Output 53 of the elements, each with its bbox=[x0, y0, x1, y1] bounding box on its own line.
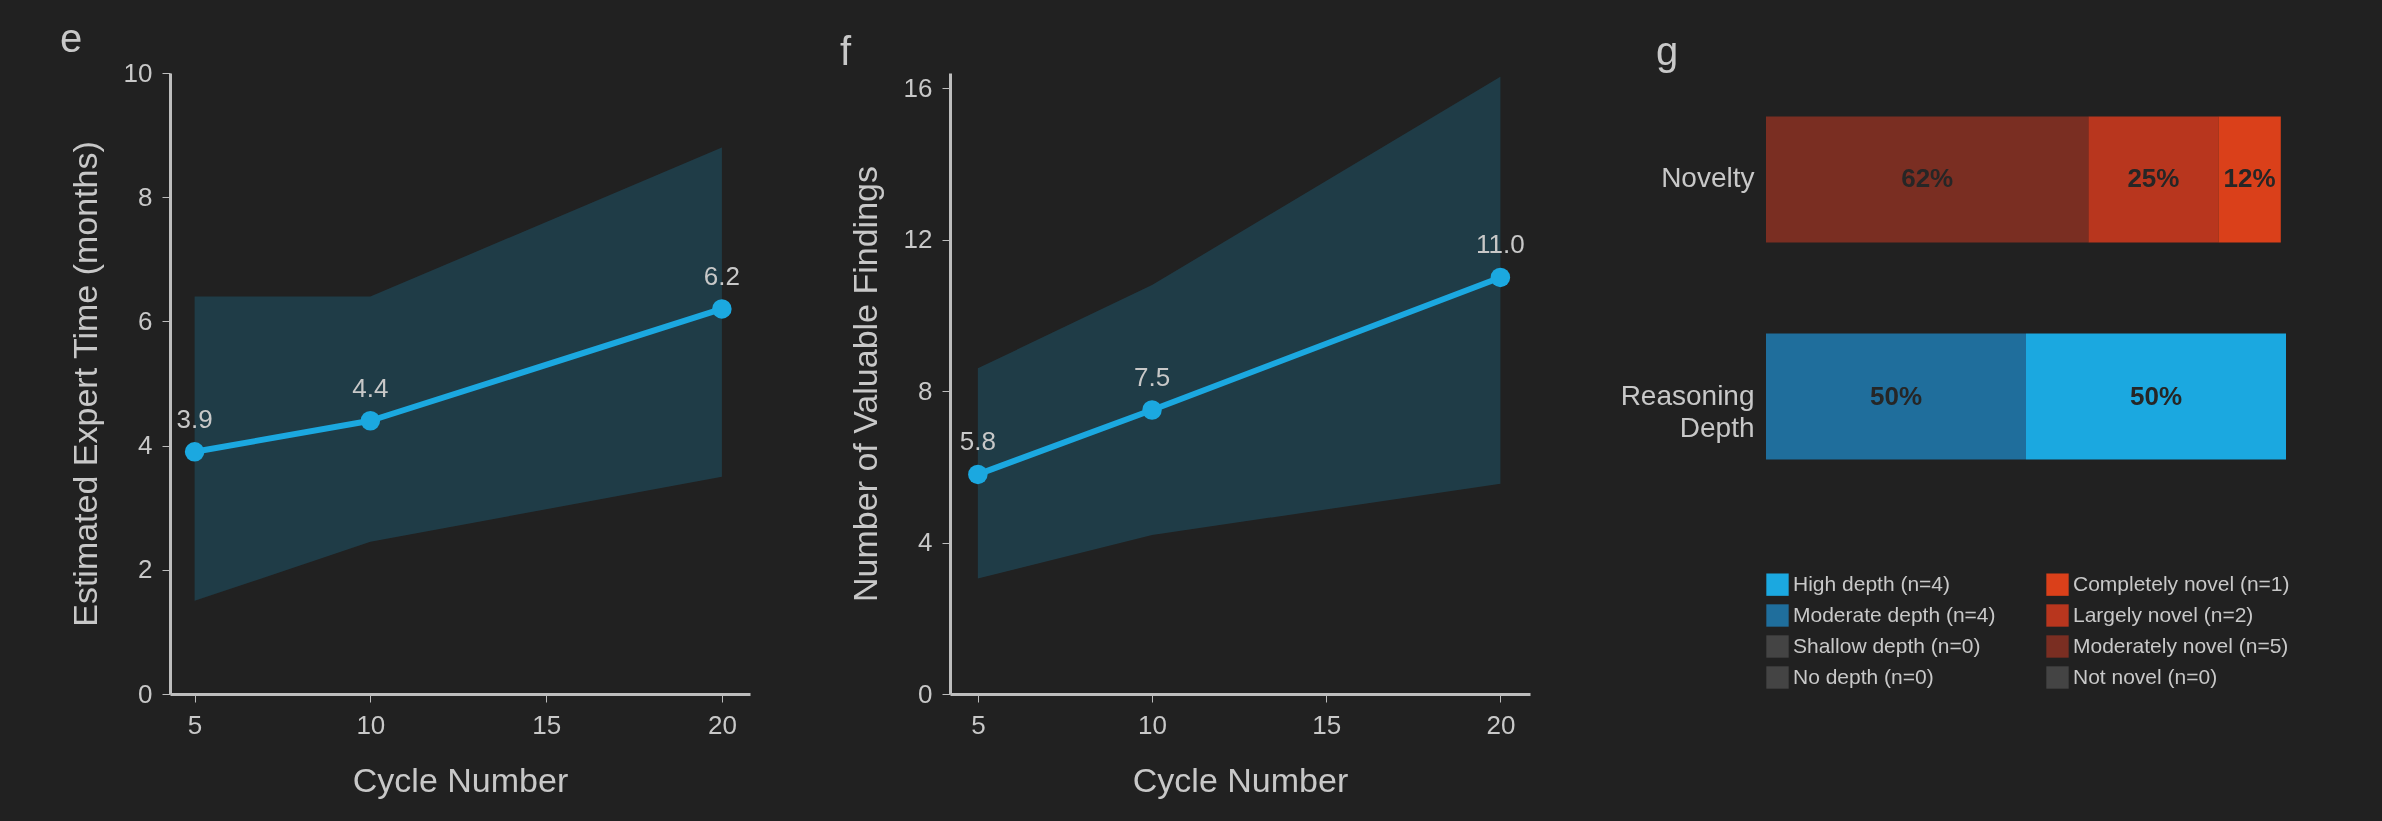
y-tick-label: Reasoning Depth bbox=[1620, 379, 1755, 443]
x-tick-label: 15 bbox=[532, 709, 562, 740]
y-tick-label: 0 bbox=[138, 678, 153, 709]
x-tick-label: 20 bbox=[707, 709, 737, 740]
point bbox=[1490, 267, 1511, 288]
chart-title: e bbox=[60, 16, 83, 60]
legend-label: Not novel (n=0) bbox=[2073, 664, 2218, 688]
x-axis-title: Cycle Number bbox=[352, 760, 569, 799]
chart-title: f bbox=[840, 29, 852, 73]
y-tick-label: 12 bbox=[903, 224, 933, 255]
point bbox=[1142, 400, 1162, 420]
x-tick-label: 20 bbox=[1486, 709, 1516, 740]
data-label: 4.4 bbox=[352, 372, 389, 403]
legend-label: Completely novel (n=1) bbox=[2073, 571, 2290, 595]
y-axis-title: Estimated Expert Time (months) bbox=[65, 141, 104, 627]
point bbox=[968, 464, 988, 485]
y-tick-label: 8 bbox=[918, 375, 933, 406]
y-tick-label: 2 bbox=[138, 554, 153, 585]
y-tick-label: 0 bbox=[918, 678, 933, 709]
data-label: 6.2 bbox=[703, 260, 740, 291]
point bbox=[184, 442, 205, 462]
data-label: 3.9 bbox=[176, 403, 213, 434]
y-tick-label: Novelty bbox=[1661, 162, 1755, 194]
y-tick-label: 16 bbox=[903, 72, 933, 103]
data-label: 12% bbox=[2223, 163, 2276, 194]
data-label: 5.8 bbox=[959, 426, 996, 457]
y-tick-label: 4 bbox=[918, 527, 933, 558]
x-tick-label: 5 bbox=[971, 709, 986, 740]
point bbox=[360, 411, 381, 431]
data-label: 50% bbox=[1869, 380, 1923, 411]
legend-label: Shallow depth (n=0) bbox=[1793, 633, 1981, 657]
y-tick-label: 6 bbox=[138, 305, 153, 336]
y-tick-label: 8 bbox=[138, 181, 153, 212]
x-tick-label: 15 bbox=[1312, 709, 1342, 740]
data-label: 11.0 bbox=[1476, 229, 1525, 260]
y-axis-title: Number of Valuable Findings bbox=[845, 166, 884, 602]
x-tick-label: 10 bbox=[356, 709, 386, 740]
legend-label: No depth (n=0) bbox=[1793, 664, 1934, 688]
legend-label: Moderate depth (n=4) bbox=[1793, 602, 1996, 626]
y-tick-label: 4 bbox=[138, 430, 153, 461]
legend-label: Moderately novel (n=5) bbox=[2073, 633, 2289, 657]
legend-label: High depth (n=4) bbox=[1793, 571, 1951, 595]
data-label: 7.5 bbox=[1133, 362, 1171, 393]
point bbox=[712, 299, 732, 319]
x-axis-title: Cycle Number bbox=[1132, 760, 1349, 799]
data-label: 25% bbox=[2127, 163, 2180, 194]
legend-label: Largely novel (n=2) bbox=[2073, 602, 2254, 626]
data-label: 50% bbox=[2129, 380, 2183, 411]
data-label: 62% bbox=[1901, 163, 1954, 194]
x-tick-label: 5 bbox=[187, 709, 203, 740]
x-tick-label: 10 bbox=[1138, 709, 1167, 740]
y-tick-label: 10 bbox=[123, 57, 153, 88]
chart-title: g bbox=[1656, 29, 1679, 73]
